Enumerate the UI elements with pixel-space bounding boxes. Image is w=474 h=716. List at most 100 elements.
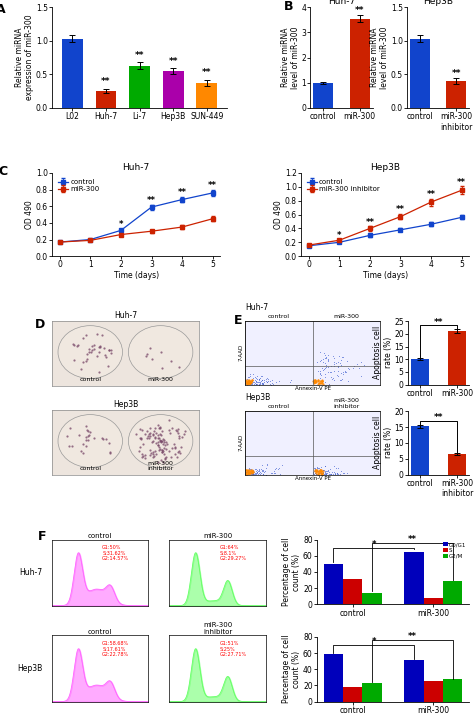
Point — [330, 374, 337, 386]
Point — [320, 347, 328, 359]
Point — [251, 377, 258, 389]
Text: **: ** — [434, 317, 443, 326]
Point — [314, 375, 322, 387]
Point — [327, 360, 334, 372]
Point — [315, 468, 322, 479]
Point — [243, 465, 251, 476]
X-axis label: Time (days): Time (days) — [114, 271, 159, 280]
Point — [259, 377, 267, 389]
Bar — [424, 598, 443, 604]
Point — [317, 465, 324, 476]
Point — [264, 374, 272, 385]
Point — [243, 377, 251, 388]
Point — [316, 377, 323, 389]
Point — [243, 468, 250, 480]
Point — [316, 356, 323, 367]
Bar — [410, 359, 429, 384]
Point — [310, 375, 317, 387]
Point — [317, 467, 324, 478]
Point — [311, 376, 319, 387]
Text: A: A — [0, 3, 6, 16]
Point — [312, 465, 319, 476]
Point — [330, 460, 338, 472]
Bar — [95, 91, 116, 108]
Point — [247, 468, 255, 479]
Point — [346, 363, 353, 374]
Point — [334, 361, 342, 372]
Point — [246, 375, 253, 387]
X-axis label: Time (days): Time (days) — [363, 271, 408, 280]
Point — [248, 467, 255, 478]
Point — [314, 366, 321, 377]
Point — [247, 468, 255, 480]
Point — [269, 378, 276, 390]
Point — [255, 373, 263, 384]
Text: **: ** — [208, 181, 217, 190]
Point — [315, 465, 322, 477]
Point — [257, 463, 264, 475]
Point — [330, 466, 337, 478]
Point — [248, 376, 255, 387]
Point — [312, 465, 319, 477]
Point — [317, 468, 325, 479]
Point — [319, 375, 326, 387]
Point — [274, 463, 282, 475]
Point — [321, 371, 329, 382]
Point — [243, 467, 250, 478]
Point — [264, 376, 272, 387]
Point — [314, 465, 322, 476]
Point — [264, 460, 271, 471]
Point — [245, 466, 252, 478]
Point — [254, 378, 261, 390]
Point — [243, 374, 250, 386]
Point — [310, 465, 318, 476]
Point — [253, 467, 260, 478]
Text: G1:58.68%
S:17.61%
G2:22.78%: G1:58.68% S:17.61% G2:22.78% — [102, 641, 129, 657]
Point — [259, 468, 266, 480]
Point — [248, 468, 256, 480]
Point — [319, 465, 326, 477]
Point — [317, 467, 325, 478]
Point — [316, 377, 323, 389]
Point — [247, 467, 255, 478]
Point — [312, 465, 320, 476]
Point — [314, 463, 321, 474]
Point — [259, 379, 266, 390]
Ellipse shape — [128, 326, 193, 379]
Point — [334, 462, 341, 473]
Point — [253, 376, 260, 387]
Point — [311, 465, 319, 476]
Point — [255, 376, 263, 387]
Point — [248, 465, 255, 477]
Legend: control, miR-300 inhibitor: control, miR-300 inhibitor — [304, 176, 383, 195]
Point — [318, 465, 325, 477]
Point — [270, 465, 278, 476]
Point — [313, 467, 320, 478]
Point — [315, 374, 322, 386]
Point — [245, 374, 252, 386]
Text: G1:50%
S:31.62%
G2:14.57%: G1:50% S:31.62% G2:14.57% — [102, 545, 129, 561]
Point — [313, 356, 321, 367]
Point — [245, 465, 252, 476]
Point — [315, 468, 322, 479]
Point — [355, 362, 363, 374]
Point — [310, 376, 318, 387]
Point — [244, 377, 251, 389]
Point — [337, 359, 345, 371]
Bar — [424, 682, 443, 702]
Point — [248, 465, 256, 477]
Point — [338, 351, 346, 362]
Title: control: control — [88, 533, 112, 539]
Point — [254, 465, 261, 476]
Point — [270, 468, 278, 479]
Point — [252, 468, 260, 479]
Point — [252, 465, 260, 477]
Point — [331, 468, 339, 480]
Point — [258, 464, 265, 475]
Title: Hep3B: Hep3B — [370, 163, 400, 172]
Point — [244, 466, 251, 478]
Point — [248, 378, 256, 390]
Bar — [448, 454, 466, 475]
Point — [341, 366, 349, 377]
Point — [251, 468, 258, 480]
